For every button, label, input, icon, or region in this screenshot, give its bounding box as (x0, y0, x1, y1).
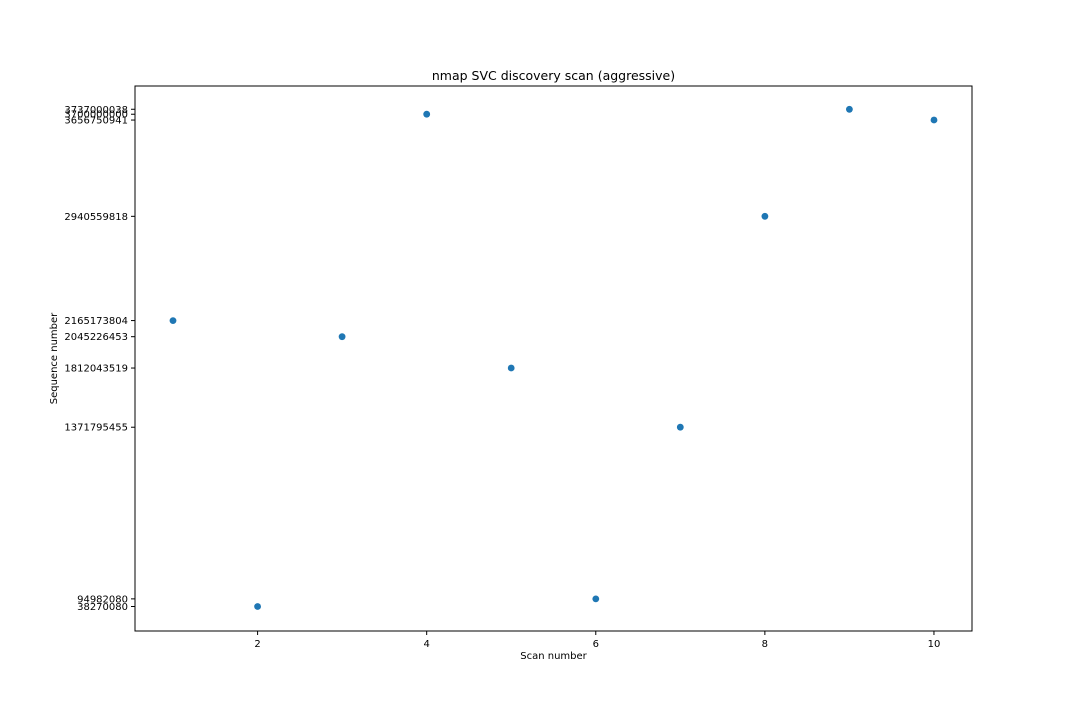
y-tick-label: 3700000000 (64, 110, 128, 121)
data-point (676, 423, 684, 431)
data-point (592, 595, 600, 603)
data-point (169, 317, 177, 324)
x-tick-label: 4 (423, 639, 429, 650)
data-point (254, 603, 261, 610)
chart-title: nmap SVC discovery scan (aggressive) (432, 68, 675, 83)
data-point (338, 333, 346, 341)
plot-area-frame (134, 85, 973, 632)
data-points (169, 105, 938, 610)
x-axis-label: Scan number (520, 651, 587, 662)
data-point (507, 364, 515, 372)
y-tick-label: 2165173804 (64, 316, 128, 327)
data-point (846, 105, 853, 113)
x-tick-label: 10 (928, 639, 941, 650)
y-axis-label: Sequence number (49, 312, 60, 404)
y-tick-label: 2045226453 (64, 332, 128, 343)
y-tick-label: 2940559818 (64, 212, 128, 223)
y-tick-label: 94982080 (77, 594, 128, 605)
x-axis-ticks: 2 4 6 8 10 (254, 631, 940, 650)
y-tick-label: 1371795455 (64, 423, 128, 434)
y-tick-label: 38270080 (77, 602, 128, 613)
y-tick-label: 3656750941 (64, 116, 128, 127)
data-point (930, 116, 938, 124)
x-tick-label: 8 (762, 639, 768, 650)
y-tick-label: 1812043519 (64, 364, 128, 375)
x-tick-label: 2 (254, 639, 260, 650)
y-tick-label: 3737000038 (64, 105, 128, 116)
x-tick-label: 6 (593, 639, 599, 650)
data-point (761, 212, 769, 220)
data-point (423, 110, 431, 118)
